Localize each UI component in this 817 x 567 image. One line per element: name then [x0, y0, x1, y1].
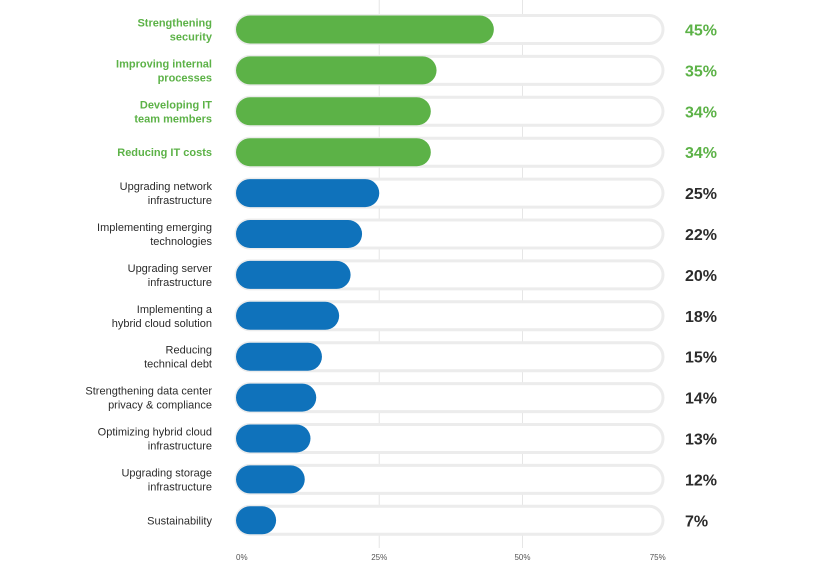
category-label-line: technologies	[150, 236, 212, 248]
category-label: Sustainability	[147, 515, 212, 527]
category-label-line: Upgrading network	[120, 181, 213, 193]
category-label-line: Reducing	[166, 345, 212, 357]
value-label: 22%	[685, 227, 717, 244]
category-label-line: security	[170, 32, 213, 44]
category-label-line: Implementing emerging	[97, 222, 212, 234]
category-label-line: technical debt	[144, 359, 212, 371]
bar	[236, 179, 380, 208]
value-label: 12%	[685, 472, 717, 489]
category-label-line: Optimizing hybrid cloud	[98, 427, 212, 439]
value-label: 14%	[685, 391, 717, 408]
category-label: Implementing emerging technologies	[97, 222, 212, 248]
bar	[236, 465, 305, 494]
bar	[236, 97, 431, 126]
value-label: 34%	[685, 145, 717, 162]
category-label-line: Reducing IT costs	[117, 147, 212, 159]
tick-label: 0%	[236, 553, 248, 562]
value-label: 35%	[685, 63, 717, 80]
category-label-line: Implementing a	[137, 304, 213, 316]
bar	[236, 15, 494, 44]
category-label-line: hybrid cloud solution	[112, 318, 212, 330]
bar	[236, 301, 340, 330]
bar	[236, 342, 322, 371]
category-label-line: Sustainability	[147, 515, 212, 527]
tick-label: 75%	[650, 553, 666, 562]
x-axis-ticks: 0% 25% 50% 75%	[236, 553, 666, 562]
category-label-line: processes	[158, 72, 212, 84]
bar	[236, 138, 431, 167]
category-label: Reducing technical debt	[144, 345, 212, 371]
bar	[236, 260, 351, 289]
category-label-line: Strengthening	[137, 18, 212, 30]
bars	[236, 15, 494, 535]
category-label: Reducing IT costs	[117, 147, 212, 159]
value-label: 45%	[685, 23, 717, 40]
category-label-line: Upgrading storage	[121, 467, 212, 479]
category-label-line: infrastructure	[148, 277, 212, 289]
category-label: Strengthening data center privacy & compl…	[85, 386, 212, 412]
category-label: Upgrading storage infrastructure	[121, 467, 212, 493]
category-label: Upgrading server infrastructure	[128, 263, 213, 289]
bar	[236, 383, 317, 412]
category-label: Optimizing hybrid cloud infrastructure	[98, 427, 212, 453]
value-label: 7%	[685, 513, 708, 530]
value-label: 15%	[685, 350, 717, 367]
tick-label: 25%	[371, 553, 387, 562]
category-label-line: infrastructure	[148, 481, 212, 493]
category-label-line: Improving internal	[116, 58, 212, 70]
category-label: Strengthening security	[137, 18, 212, 44]
value-labels: 45% 35% 34% 34% 25% 22% 20% 18% 15% 14% 13% 12% 7%	[685, 23, 717, 531]
bar	[236, 56, 437, 85]
category-label-line: Upgrading server	[128, 263, 213, 275]
value-label: 20%	[685, 268, 717, 285]
bar	[236, 506, 277, 535]
value-label: 18%	[685, 309, 717, 326]
bar-track	[234, 504, 665, 536]
tick-label: 50%	[514, 553, 530, 562]
category-label: Implementing a hybrid cloud solution	[112, 304, 213, 330]
value-label: 34%	[685, 104, 717, 121]
category-label-line: privacy & compliance	[108, 400, 212, 412]
category-label-line: Developing IT	[140, 99, 212, 111]
category-labels: Strengthening security Improving internal p…	[85, 18, 212, 528]
category-label: Improving internal processes	[116, 58, 212, 84]
bar	[236, 220, 363, 248]
bar	[236, 424, 311, 453]
category-label: Upgrading network infrastructure	[120, 181, 213, 207]
category-label-line: infrastructure	[148, 195, 212, 207]
value-label: 25%	[685, 186, 717, 203]
category-label-line: Strengthening data center	[85, 386, 212, 398]
category-label-line: team members	[134, 113, 212, 125]
category-label-line: infrastructure	[148, 441, 212, 453]
value-label: 13%	[685, 432, 717, 449]
category-label: Developing IT team members	[134, 99, 212, 125]
